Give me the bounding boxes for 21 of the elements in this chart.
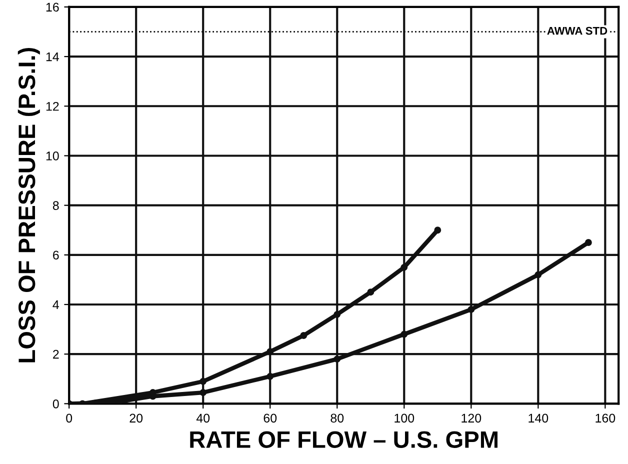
y-tick-label: 2 [53,350,59,359]
x-tick-label: 20 [130,414,143,423]
y-tick-label: 12 [46,102,59,111]
x-tick-label: 80 [330,414,344,423]
x-tick-label: 0 [66,414,72,423]
x-tick-label: 100 [394,414,414,423]
x-tick-label: 40 [196,414,210,423]
x-tick-label: 120 [462,414,482,423]
x-tick-label: 160 [596,414,616,423]
ref-line-label: AWWA STD [547,26,608,35]
y-tick-label: 0 [52,399,59,408]
y-tick-label: 4 [52,300,59,310]
y-tick-label: 8 [52,201,59,210]
x-tick-label: 140 [528,414,548,423]
y-tick-label: 16 [46,2,59,12]
y-tick-label: 10 [46,152,59,160]
x-tick-label: 60 [264,414,277,423]
x-axis-title: RATE OF FLOW – U.S. GPM [190,431,498,448]
y-axis-title: LOSS OF PRESSURE (P.S.I.) [18,48,40,362]
y-tick-label: 14 [46,52,59,62]
y-tick-label: 6 [53,250,59,260]
